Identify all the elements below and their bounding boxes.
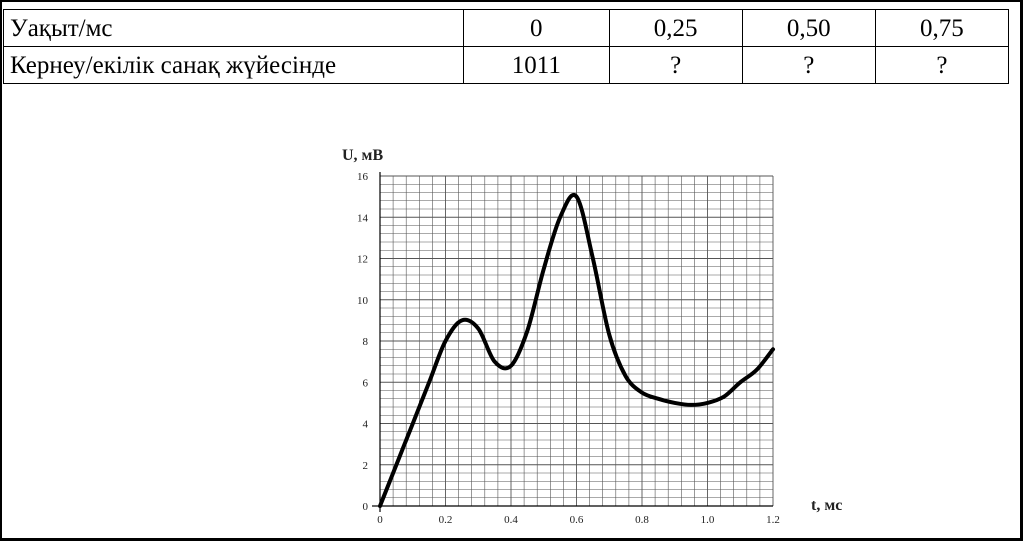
y-axis-label: U, мВ [342,147,383,164]
y-tick-label: 12 [357,254,368,266]
row-label-time: Уақыт/мс [3,9,464,47]
table-cell: 0,75 [874,9,1010,47]
x-tick-label: 0.6 [570,514,584,526]
y-tick-label: 4 [363,419,369,431]
series-line [378,193,775,508]
table-cell: 0 [463,9,610,47]
y-tick-label: 0 [363,501,369,513]
table-row-time: Уақыт/мс 0 0,25 0,50 0,75 [3,9,1010,47]
y-tick-label: 16 [357,171,369,183]
table-cell: ? [874,46,1010,84]
y-tick-label: 2 [363,460,369,472]
x-tick-label: 0.2 [439,514,453,526]
table-cell: 0,50 [741,9,876,47]
table-cell: ? [741,46,876,84]
data-table: Уақыт/мс 0 0,25 0,50 0,75 Кернеу/екілік … [3,9,1010,84]
x-tick-label: 1.0 [701,514,715,526]
table-row-voltage: Кернеу/екілік санақ жүйесінде 1011 ? ? ? [3,46,1010,84]
x-axis-label: t, мс [811,497,842,514]
chart-grid [379,175,774,507]
y-tick-label: 8 [363,336,369,348]
voltage-time-chart: 0 0.2 0.4 0.6 0.8 1.0 1.2 0 2 4 6 8 10 12 14 16 U, мВ t… [342,147,842,526]
row-label-voltage: Кернеу/екілік санақ жүйесінде [3,46,464,84]
table-cell: 1011 [463,46,610,84]
y-tick-label: 10 [357,295,369,307]
x-tick-label: 0.4 [504,514,518,526]
x-tick-label: 0.8 [635,514,649,526]
y-tick-label: 6 [363,377,369,389]
x-tick-label: 0 [377,514,383,526]
table-cell: 0,25 [608,9,743,47]
x-tick-label: 1.2 [766,514,780,526]
chart-tick-labels: 0 0.2 0.4 0.6 0.8 1.0 1.2 0 2 4 6 8 10 12 14 16 [357,171,780,526]
y-tick-label: 14 [357,212,369,224]
table-cell: ? [608,46,743,84]
